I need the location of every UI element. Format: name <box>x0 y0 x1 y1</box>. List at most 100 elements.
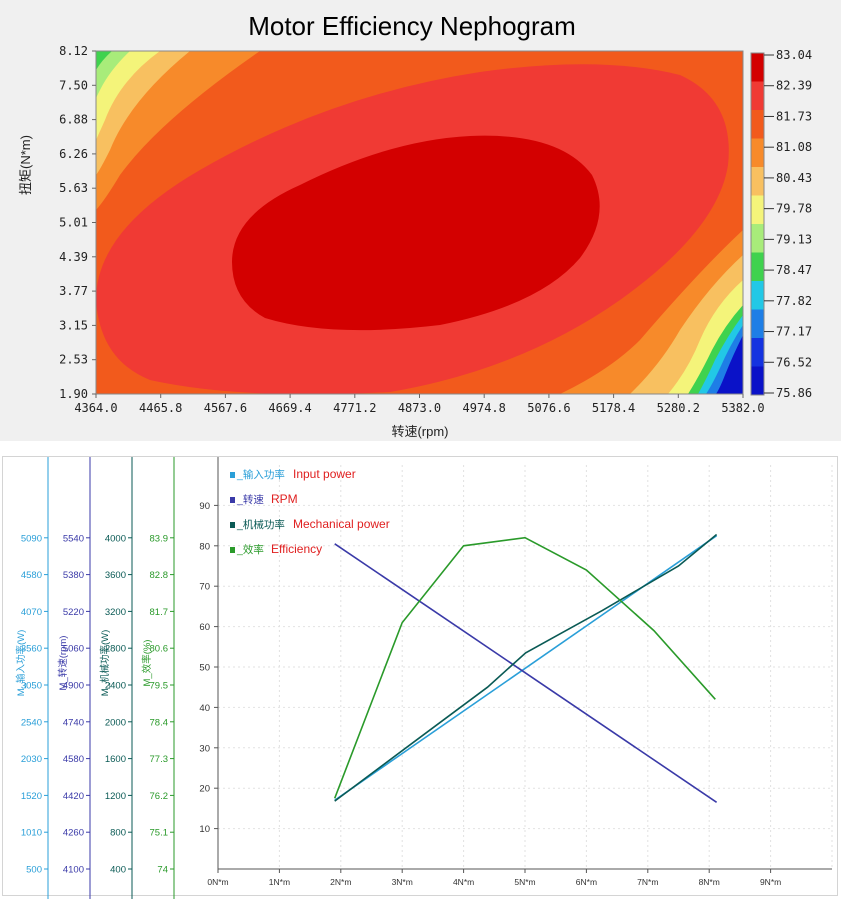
side-axis-tick-label: 2030 <box>21 754 42 765</box>
nephogram-y-tick-label: 6.26 <box>59 147 88 161</box>
colorbar: 83.04 82.39 81.73 81.08 80.43 79.78 79.13 78.47… <box>750 48 812 400</box>
nephogram-x-tick-label: 5280.2 <box>657 401 700 415</box>
nephogram-x-tick-label: 4669.4 <box>268 401 311 415</box>
side-axis-tick-label: 4000 <box>105 533 126 544</box>
curve-panel <box>0 453 841 899</box>
colorbar-swatch <box>751 195 764 225</box>
legend-swatch <box>230 522 235 528</box>
x-axis-tick-label: 8N*m <box>699 877 720 887</box>
nephogram-x-tick-label: 4465.8 <box>139 401 182 415</box>
side-axis-tick-label: 79.5 <box>150 681 169 692</box>
nephogram-y-tick-label: 5.63 <box>59 181 88 195</box>
side-axis-tick-label: 4580 <box>63 754 84 765</box>
colorbar-tick-label: 75.86 <box>776 386 812 400</box>
x-axis-tick-label: 7N*m <box>637 877 658 887</box>
side-axis-tick-label: 4100 <box>63 865 84 876</box>
x-axis-tick-label: 0N*m <box>207 877 228 887</box>
colorbar-swatch <box>751 309 764 339</box>
nephogram-y-tick-label: 2.53 <box>59 353 88 367</box>
series-line <box>333 536 716 799</box>
colorbar-tick-label: 81.08 <box>776 140 812 154</box>
side-axes: 500 1010 1520 2030 2540 3050 3560 4070 4580 5090 M… <box>15 457 175 899</box>
colorbar-tick-label: 81.73 <box>776 109 812 123</box>
nephogram-title: Motor Efficiency Nephogram <box>248 11 576 41</box>
side-axis-tick-label: 5380 <box>63 570 84 581</box>
colorbar-swatch <box>751 224 764 253</box>
nephogram-x-tick-label: 4567.6 <box>204 401 247 415</box>
nephogram-x-tick-label: 5178.4 <box>592 401 635 415</box>
x-axis-tick-label: 3N*m <box>392 877 413 887</box>
side-axis-tick-label: 2400 <box>105 681 126 692</box>
side-axis-tick-label: 800 <box>110 828 126 839</box>
side-axis-tick-label: 4900 <box>63 681 84 692</box>
nephogram-y-tick-label: 4.39 <box>59 250 88 264</box>
side-axis-tick-label: 4580 <box>21 570 42 581</box>
colorbar-tick-label: 80.43 <box>776 171 812 185</box>
legend-label: _输入功率 <box>236 468 285 481</box>
x-axis-tick-label: 2N*m <box>330 877 351 887</box>
left-axis-tick-label: 60 <box>199 622 210 633</box>
colorbar-tick-label: 77.17 <box>776 325 812 339</box>
side-axis-tick-label: 81.7 <box>150 607 169 618</box>
colorbar-tick-label: 77.82 <box>776 294 812 308</box>
colorbar-swatch <box>751 366 764 396</box>
colorbar-swatch <box>751 110 764 139</box>
nephogram-x-tick-label: 4771.2 <box>333 401 376 415</box>
nephogram-x-tick-label: 4974.8 <box>463 401 506 415</box>
colorbar-tick-label: 79.13 <box>776 232 812 246</box>
panel-separator <box>0 441 841 453</box>
side-axis-tick-label: 5540 <box>63 533 84 544</box>
x-axis-tick-label: 9N*m <box>760 877 781 887</box>
x-axis-tick-label: 4N*m <box>453 877 474 887</box>
side-axis-title: M_效率(%) <box>141 640 153 687</box>
side-axis-tick-label: 2540 <box>21 717 42 728</box>
nephogram-y-tick-label: 8.12 <box>59 44 88 58</box>
side-axis-tick-label: 4420 <box>63 791 84 802</box>
nephogram-y-label: 扭矩(N*m) <box>18 135 33 195</box>
colorbar-swatch <box>751 338 764 367</box>
side-axis-tick-label: 3600 <box>105 570 126 581</box>
legend-label: _转速 <box>236 493 264 506</box>
side-axis-tick-label: 78.4 <box>150 717 169 728</box>
side-axis-tick-label: 1010 <box>21 828 42 839</box>
nephogram-x-tick-label: 4364.0 <box>74 401 117 415</box>
left-axis-tick-label: 70 <box>199 582 210 593</box>
nephogram-y-tick-label: 6.88 <box>59 113 88 127</box>
nephogram-y-tick-label: 7.50 <box>59 78 88 92</box>
left-axis-tick-label: 30 <box>199 743 210 754</box>
side-axis-tick-label: 82.8 <box>150 570 169 581</box>
x-axis-tick-label: 6N*m <box>576 877 597 887</box>
side-axis-tick-label: 500 <box>26 865 42 876</box>
side-axis-tick-label: 400 <box>110 865 126 876</box>
nephogram-chart: Motor Efficiency Nephogram 8.12 7.50 6.88 6… <box>18 11 812 439</box>
nephogram-y-tick-label: 1.90 <box>59 387 88 401</box>
curve-legend: _输入功率 Input power _转速 RPM _机械功率 Mechanical po… <box>230 467 390 556</box>
curve-grid <box>217 465 833 869</box>
legend-swatch <box>230 472 235 478</box>
legend-english-label: Input power <box>293 467 356 481</box>
legend-english-label: Efficiency <box>271 542 322 556</box>
colorbar-swatch <box>751 81 764 111</box>
nephogram-y-tick-label: 3.15 <box>59 318 88 332</box>
legend-swatch <box>230 547 235 553</box>
colorbar-tick-label: 76.52 <box>776 355 812 369</box>
side-axis-tick-label: 75.1 <box>150 828 169 839</box>
series-line <box>334 533 718 802</box>
colorbar-swatch <box>751 281 764 310</box>
side-axis-tick-label: 4070 <box>21 607 42 618</box>
side-axis-tick-label: 76.2 <box>150 791 169 802</box>
colorbar-tick-label: 82.39 <box>776 79 812 93</box>
left-axis-tick-label: 90 <box>199 501 210 512</box>
nephogram-y-tick-label: 3.77 <box>59 284 88 298</box>
nephogram-x-tick-label: 4873.0 <box>398 401 441 415</box>
side-axis-tick-label: 1520 <box>21 791 42 802</box>
side-axis-tick-label: 2000 <box>105 717 126 728</box>
left-axis-tick-label: 80 <box>199 541 210 552</box>
x-axis-tick-label: 5N*m <box>514 877 535 887</box>
curve-x-axis: 0N*m 1N*m 2N*m 3N*m 4N*m 5N*m 6N*m 7N*m 8N*m 9N*m <box>207 868 832 887</box>
side-axis-title: M_输入功率(W) <box>15 630 27 697</box>
nephogram-y-ticks: 8.12 7.50 6.88 6.26 5.63 5.01 4.39 3.77 3.15 2.53… <box>59 44 96 401</box>
left-axis-tick-label: 20 <box>199 784 210 795</box>
colorbar-swatch <box>751 167 764 196</box>
side-axis-tick-label: 80.6 <box>150 644 169 655</box>
